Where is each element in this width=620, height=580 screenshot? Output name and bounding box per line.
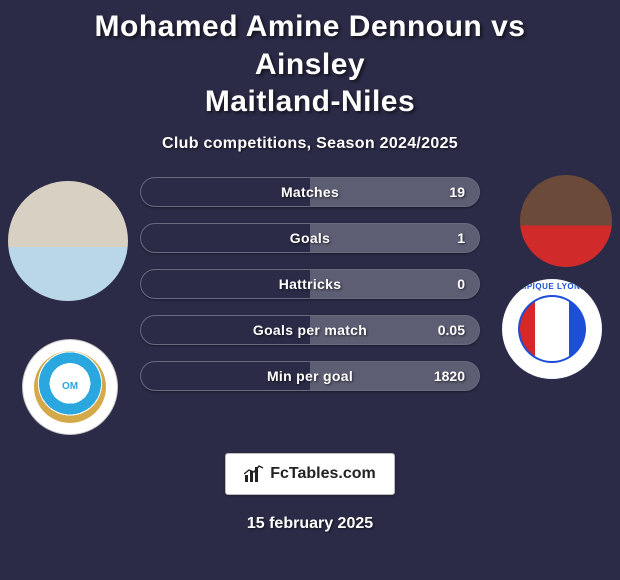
stats-column: Matches 19 Goals 1 Hattricks 0 Goals per… <box>140 177 480 407</box>
brand-text: FcTables.com <box>270 465 376 483</box>
stat-right-value: 1 <box>457 224 465 252</box>
om-crest-icon: OM <box>34 351 106 423</box>
stat-label: Min per goal <box>267 368 353 384</box>
player-left-club-badge: OM <box>22 339 118 435</box>
footer-date: 15 february 2025 <box>0 515 620 533</box>
stat-label: Hattricks <box>279 276 342 292</box>
stat-row-goals: Goals 1 <box>140 223 480 253</box>
stat-right-value: 0 <box>457 270 465 298</box>
ol-crest-icon: OLYMPIQUE LYONNAIS <box>502 279 602 379</box>
stat-label: Goals <box>290 230 330 246</box>
player-right-avatar <box>520 175 612 267</box>
stat-right-value: 19 <box>449 178 465 206</box>
ol-ring-text: OLYMPIQUE LYONNAIS <box>502 282 601 291</box>
title-line-1: Mohamed Amine Dennoun vs Ainsley <box>95 10 526 81</box>
player-left-avatar <box>8 181 128 301</box>
stat-label: Goals per match <box>253 322 367 338</box>
player-right-club-badge: OLYMPIQUE LYONNAIS <box>502 279 602 379</box>
stat-row-goals-per-match: Goals per match 0.05 <box>140 315 480 345</box>
stat-row-min-per-goal: Min per goal 1820 <box>140 361 480 391</box>
title-line-2: Maitland-Niles <box>205 85 415 118</box>
subtitle: Club competitions, Season 2024/2025 <box>0 135 620 153</box>
brand-box[interactable]: FcTables.com <box>225 453 395 495</box>
stat-right-value: 1820 <box>434 362 465 390</box>
stat-right-value: 0.05 <box>438 316 465 344</box>
bar-chart-icon <box>244 465 264 483</box>
stat-row-hattricks: Hattricks 0 <box>140 269 480 299</box>
stat-label: Matches <box>281 184 339 200</box>
page-title: Mohamed Amine Dennoun vs Ainsley Maitlan… <box>0 0 620 121</box>
comparison-arena: OM OLYMPIQUE LYONNAIS Matches 19 Goals 1… <box>0 181 620 431</box>
stat-row-matches: Matches 19 <box>140 177 480 207</box>
